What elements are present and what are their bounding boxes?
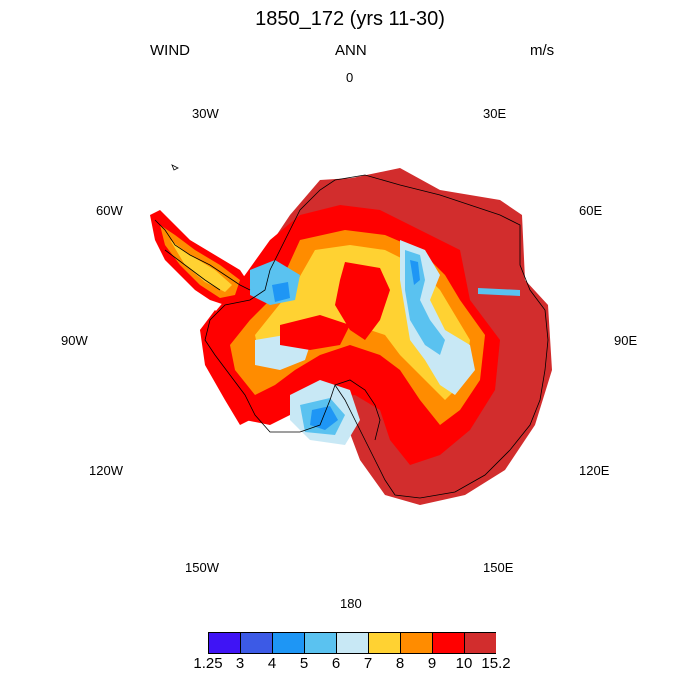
colorbar-swatch-6 bbox=[400, 632, 433, 654]
colorbar-label-4: 6 bbox=[331, 655, 341, 672]
colorbar-label-1: 3 bbox=[235, 655, 245, 672]
colorbar-label-9: 15.2 bbox=[481, 655, 511, 672]
lon-label-120e: 120E bbox=[579, 463, 610, 478]
peninsula-coastline bbox=[154, 219, 251, 291]
colorbar-swatch-3 bbox=[304, 632, 337, 654]
lon-label-60e: 60E bbox=[579, 203, 603, 218]
colorbar-swatch-0 bbox=[208, 632, 241, 654]
units-label: m/s bbox=[530, 42, 555, 59]
colorbar-label-8: 10 bbox=[455, 655, 473, 672]
lon-label-0: 0 bbox=[346, 70, 354, 85]
ice-shelf-outline bbox=[334, 379, 381, 441]
colorbar-label-2: 4 bbox=[267, 655, 277, 672]
wind-field-red-band-east bbox=[280, 315, 350, 350]
map-title: 1850_172 (yrs 11-30) bbox=[255, 8, 445, 30]
wind-field-blue-ridge bbox=[410, 260, 420, 285]
wind-field-red-core bbox=[335, 262, 390, 340]
lon-label-90e: 90E bbox=[614, 333, 638, 348]
colorbar-swatch-8 bbox=[464, 632, 496, 654]
coastline bbox=[204, 174, 549, 499]
small-island-outline bbox=[171, 164, 179, 171]
colorbar-swatch-4 bbox=[336, 632, 369, 654]
colorbar-swatch-2 bbox=[272, 632, 305, 654]
lon-label-30e: 30E bbox=[483, 106, 507, 121]
colorbar-label-3: 5 bbox=[299, 655, 309, 672]
colorbar-swatch-7 bbox=[432, 632, 465, 654]
wind-field-peninsula-deep-blue bbox=[272, 282, 290, 302]
lon-label-60w: 60W bbox=[96, 203, 123, 218]
lon-label-90w: 90W bbox=[61, 333, 88, 348]
lon-label-30w: 30W bbox=[192, 106, 219, 121]
wind-field-peninsula-yellow bbox=[170, 240, 232, 292]
colorbar-label-7: 9 bbox=[427, 655, 437, 672]
colorbar-swatch-5 bbox=[368, 632, 401, 654]
variable-name: WIND bbox=[150, 42, 190, 59]
lon-label-180: 180 bbox=[340, 596, 362, 611]
colorbar-label-0: 1.25 bbox=[193, 655, 223, 672]
lon-label-150e: 150E bbox=[483, 560, 514, 575]
lon-label-150w: 150W bbox=[185, 560, 219, 575]
wind-field-deep-blue bbox=[310, 406, 338, 430]
colorbar-label-6: 8 bbox=[395, 655, 405, 672]
colorbar-swatch-1 bbox=[240, 632, 273, 654]
colorbar-label-5: 7 bbox=[363, 655, 373, 672]
wind-field-red-edge bbox=[200, 310, 250, 425]
season-label: ANN bbox=[335, 42, 367, 59]
wind-field-east-streak bbox=[478, 288, 520, 296]
colorbar bbox=[208, 632, 496, 654]
lon-label-120w: 120W bbox=[89, 463, 123, 478]
